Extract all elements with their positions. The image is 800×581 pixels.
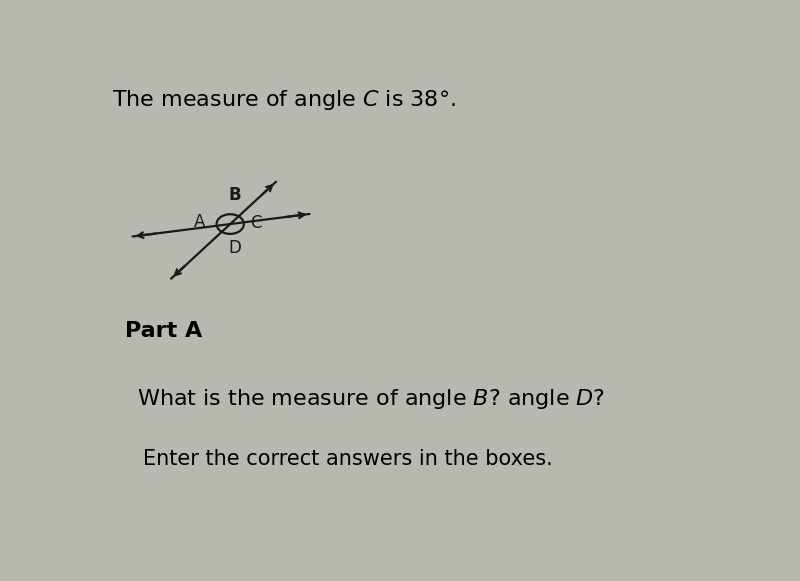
- Text: D: D: [229, 239, 242, 257]
- Text: The measure of angle $\it{C}$ is $38°$.: The measure of angle $\it{C}$ is $38°$.: [112, 88, 456, 112]
- Text: C: C: [250, 214, 262, 232]
- Text: A: A: [194, 213, 206, 231]
- Text: Enter the correct answers in the boxes.: Enter the correct answers in the boxes.: [143, 449, 553, 469]
- Text: Part A: Part A: [125, 321, 202, 342]
- Text: What is the measure of angle $\it{B}$? angle $\it{D}$?: What is the measure of angle $\it{B}$? a…: [138, 386, 606, 411]
- Text: B: B: [229, 187, 242, 205]
